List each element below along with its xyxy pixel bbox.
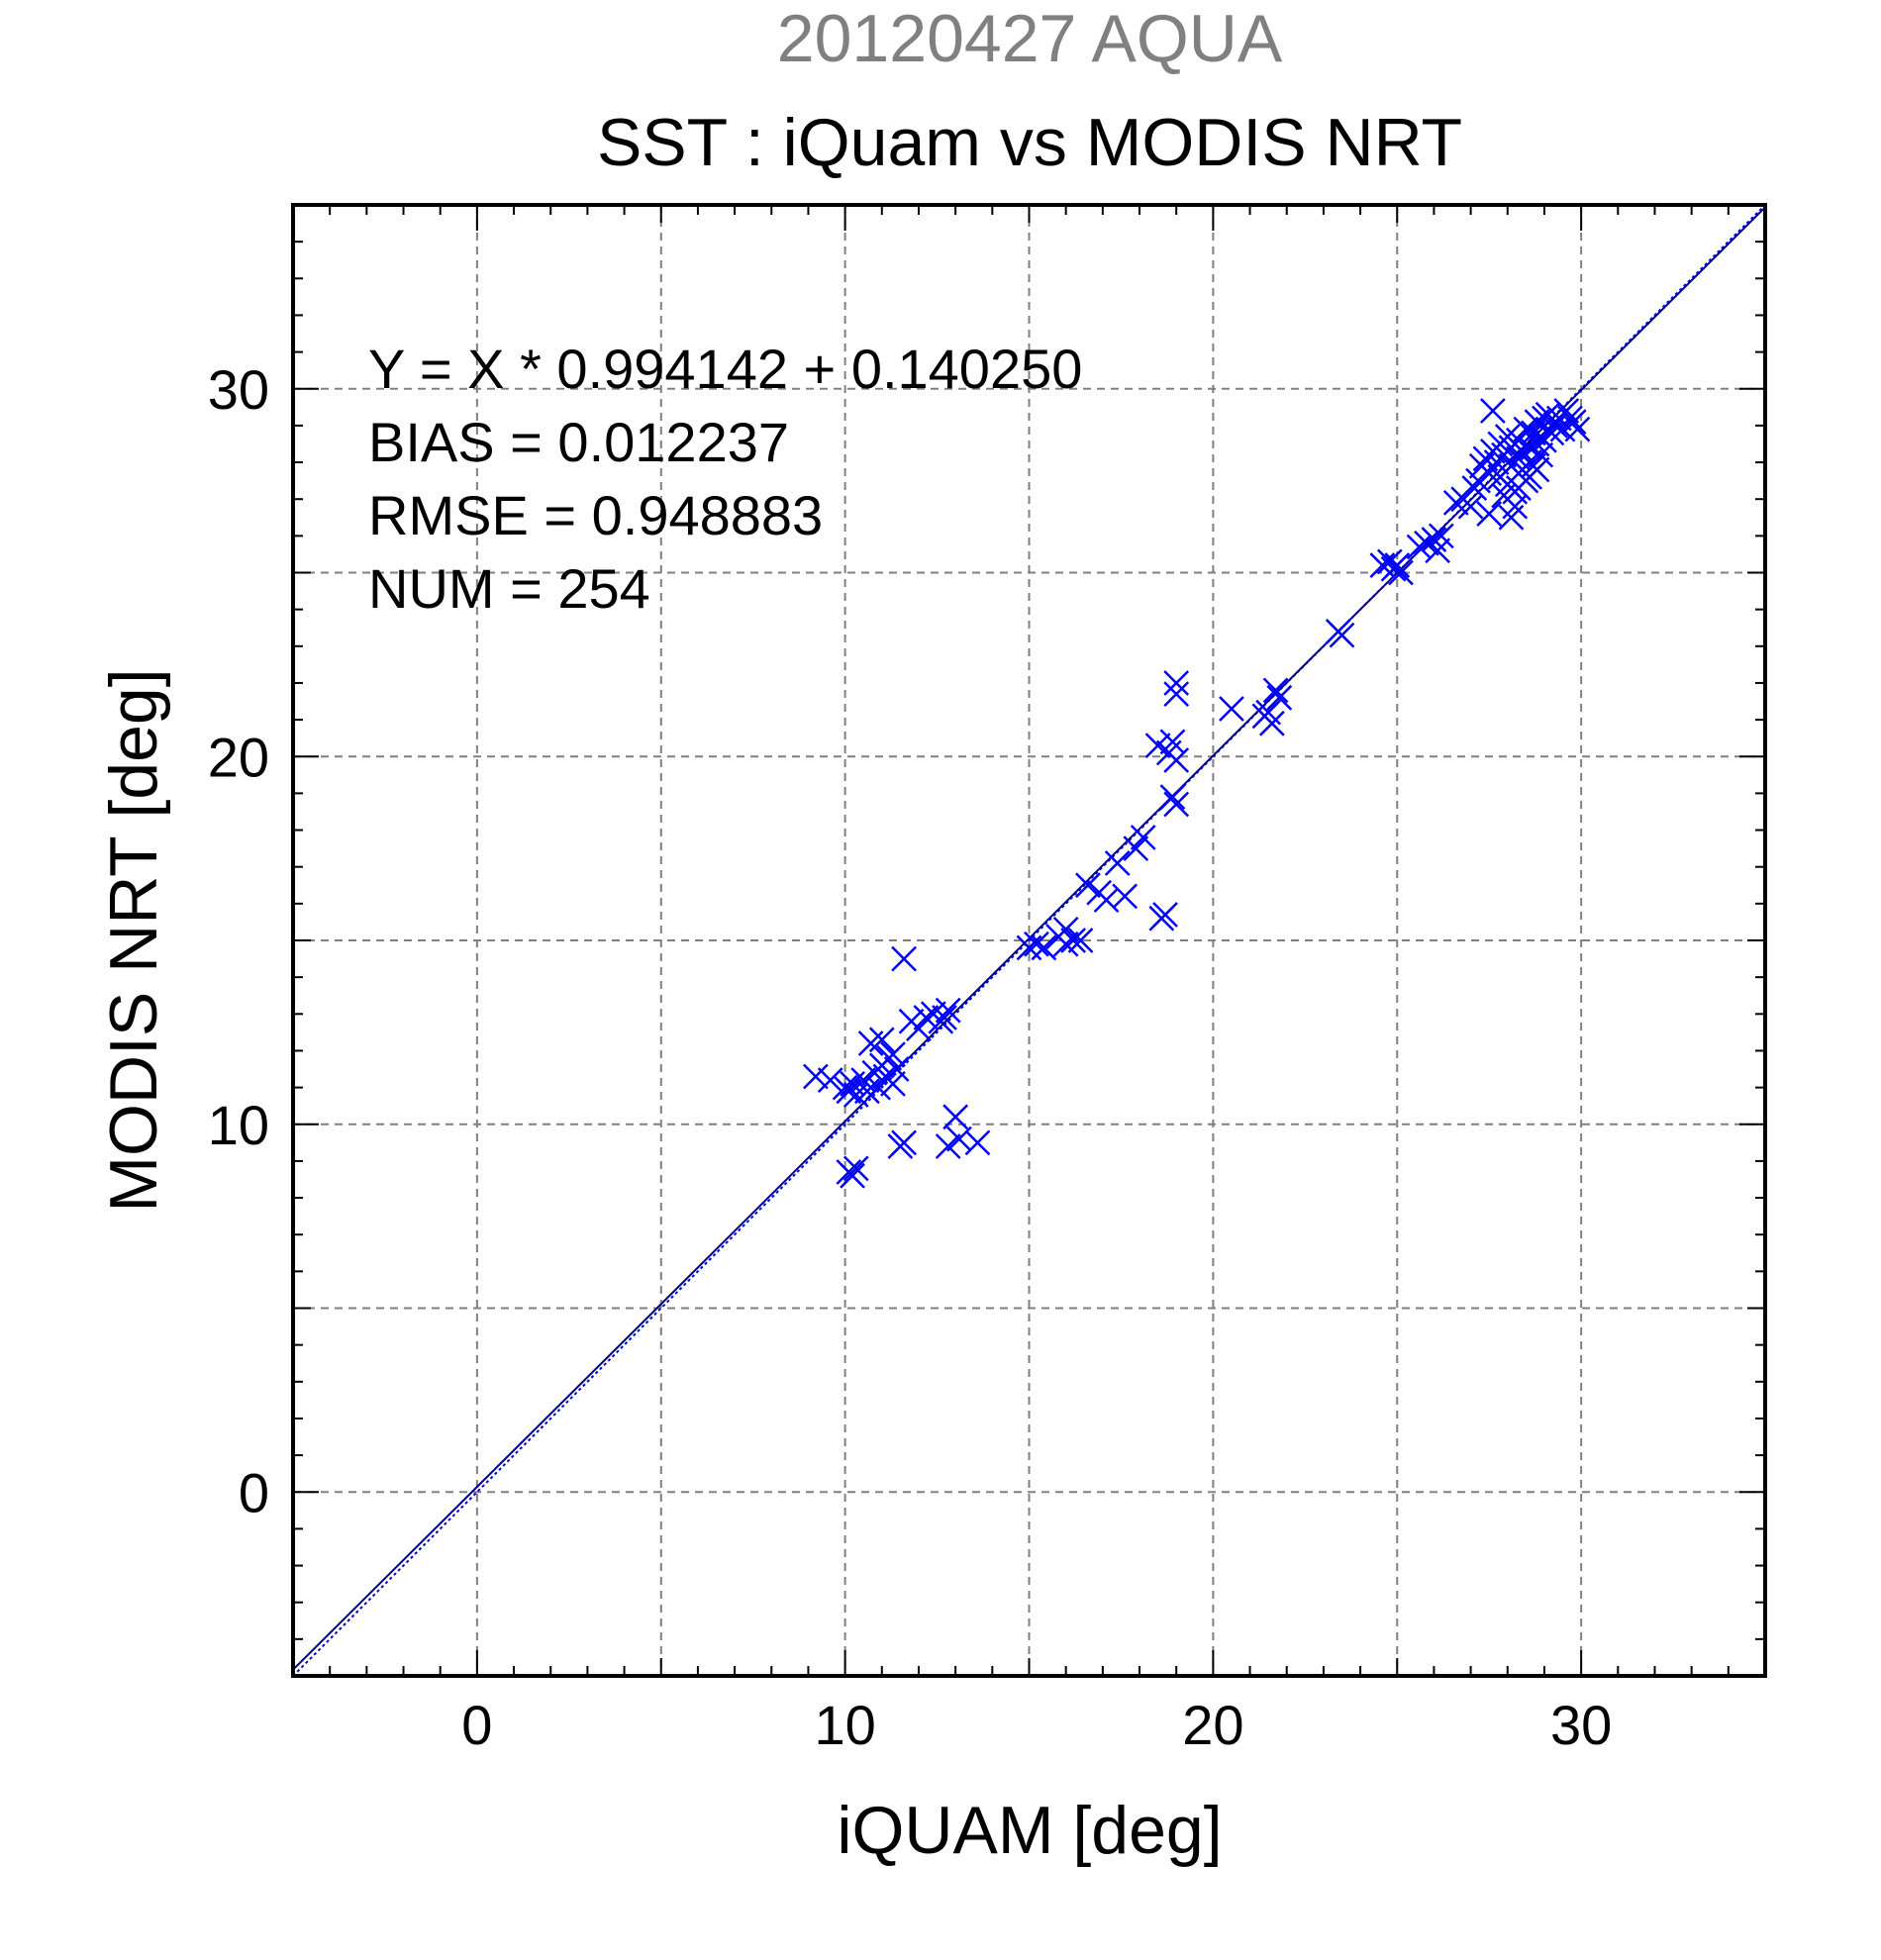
data-point-marker [913, 1005, 940, 1030]
data-point-marker [1031, 934, 1057, 961]
y-tick-label: 0 [239, 1461, 269, 1523]
data-point-marker [842, 1155, 869, 1182]
y-tick-label: 20 [208, 726, 269, 788]
data-point-marker [935, 1133, 961, 1159]
stats-line-num: NUM = 254 [368, 557, 650, 620]
data-point-marker [1163, 670, 1190, 696]
data-point-marker [945, 1126, 972, 1152]
data-point-marker [1388, 559, 1414, 586]
data-point-marker [1159, 784, 1186, 810]
x-tick-label: 10 [814, 1694, 875, 1756]
data-point-marker [1442, 490, 1469, 516]
data-point-marker [1384, 552, 1411, 578]
data-point-marker [1152, 902, 1178, 928]
chart-title: SST : iQuam vs MODIS NRT [597, 105, 1462, 180]
data-point-marker [964, 1129, 991, 1156]
data-point-marker [840, 1162, 865, 1189]
stats-line-fit: Y = X * 0.994142 + 0.140250 [368, 338, 1082, 400]
data-point-marker [1528, 441, 1554, 468]
data-point-marker [880, 1071, 906, 1097]
x-tick-label: 30 [1550, 1694, 1612, 1756]
data-point-marker [1524, 456, 1550, 483]
data-point-marker [935, 997, 961, 1024]
data-point-marker [880, 1041, 906, 1068]
data-point-marker [1498, 504, 1525, 531]
data-point-marker [1262, 677, 1289, 704]
data-point-marker [1266, 684, 1293, 711]
data-point-marker [1163, 747, 1190, 773]
data-point-marker [1093, 887, 1120, 914]
data-point-marker [1560, 409, 1587, 436]
data-point-marker [1052, 931, 1079, 957]
data-point-marker [1480, 398, 1506, 424]
data-point-marker [1163, 681, 1190, 707]
data-point-marker [1414, 530, 1439, 556]
data-point-marker [1553, 398, 1580, 424]
data-point-marker [1491, 482, 1517, 509]
data-point-marker [932, 1005, 957, 1030]
data-points [803, 398, 1591, 1189]
tick-labels: 0 10 20 30 0 10 20 30 [208, 358, 1613, 1756]
data-point-marker [1425, 538, 1451, 564]
data-point-marker [1052, 916, 1079, 942]
data-point-marker [1024, 931, 1049, 957]
data-point-marker [817, 1067, 843, 1094]
data-point-marker [1075, 872, 1101, 899]
data-point-marker [1144, 733, 1171, 758]
y-tick-label: 10 [208, 1094, 269, 1156]
data-point-marker [803, 1063, 829, 1090]
data-point-marker [1258, 710, 1285, 736]
data-point-marker [891, 1129, 917, 1156]
data-point-marker [1428, 523, 1454, 549]
y-axis-label: MODIS NRT [deg] [96, 668, 171, 1212]
chart-supertitle: 20120427 AQUA [777, 1, 1283, 76]
data-point-marker [883, 1056, 910, 1082]
x-tick-label: 20 [1182, 1694, 1243, 1756]
data-point-marker [1219, 696, 1244, 722]
data-point-marker [1564, 416, 1591, 442]
data-point-marker [1060, 928, 1086, 953]
x-tick-label: 0 [461, 1694, 492, 1756]
data-point-marker [1130, 825, 1156, 850]
data-point-marker [836, 1078, 862, 1105]
data-point-marker [1104, 850, 1131, 876]
data-point-marker [1123, 835, 1149, 862]
y-tick-label: 30 [208, 358, 269, 421]
one-to-one-line [292, 204, 1766, 1677]
data-point-marker [1067, 928, 1094, 953]
stats-line-bias: BIAS = 0.012237 [368, 411, 789, 473]
data-point-marker [891, 945, 917, 972]
data-point-marker [942, 1104, 969, 1130]
plot-frame [291, 203, 1767, 1678]
stats-block: Y = X * 0.994142 + 0.140250 BIAS = 0.012… [368, 338, 1082, 620]
stats-line-rmse: RMSE = 0.948883 [368, 484, 823, 546]
data-point-marker [1329, 622, 1355, 648]
data-point-marker [1476, 501, 1503, 527]
x-axis-label: iQUAM [deg] [837, 1793, 1222, 1868]
data-point-marker [868, 1027, 895, 1053]
data-point-marker [1163, 791, 1190, 818]
data-point-marker [1112, 883, 1138, 910]
